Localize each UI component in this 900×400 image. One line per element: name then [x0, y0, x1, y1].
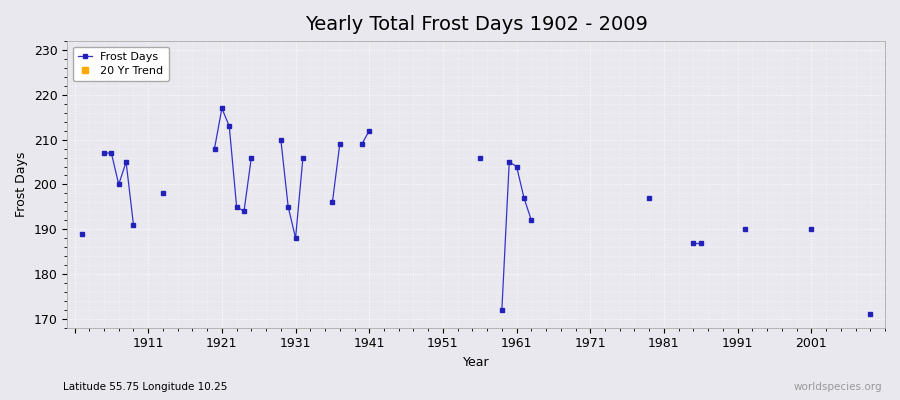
Frost Days: [76, 231, 87, 236]
Y-axis label: Frost Days: Frost Days: [15, 152, 28, 217]
Legend: Frost Days, 20 Yr Trend: Frost Days, 20 Yr Trend: [73, 47, 169, 81]
Text: worldspecies.org: worldspecies.org: [794, 382, 882, 392]
Title: Yearly Total Frost Days 1902 - 2009: Yearly Total Frost Days 1902 - 2009: [304, 15, 647, 34]
X-axis label: Year: Year: [463, 356, 490, 369]
Text: Latitude 55.75 Longitude 10.25: Latitude 55.75 Longitude 10.25: [63, 382, 228, 392]
Line: Frost Days: Frost Days: [80, 232, 84, 236]
